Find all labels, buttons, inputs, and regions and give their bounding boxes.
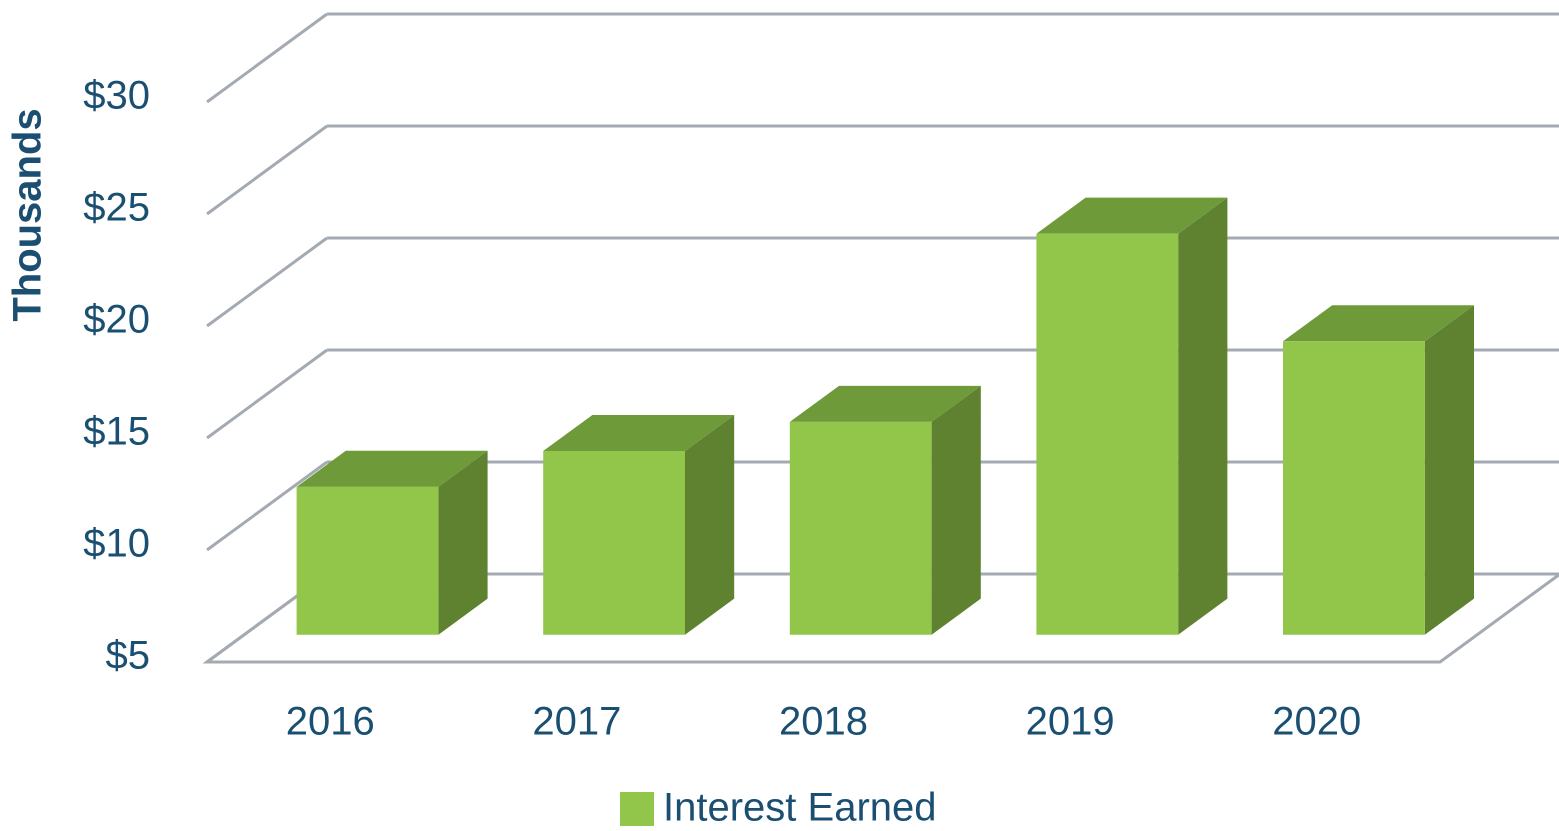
bar-side: [931, 385, 981, 635]
legend-swatch: [620, 792, 654, 826]
bar: [789, 385, 981, 635]
grid-line: [206, 348, 328, 440]
bar: [296, 450, 488, 635]
y-tick-label: $25: [83, 186, 150, 230]
y-tick-label: $10: [83, 522, 150, 566]
bar-top: [789, 385, 981, 422]
bar-top: [1283, 305, 1474, 342]
bar-top: [296, 450, 488, 487]
y-tick-label: $30: [83, 74, 150, 118]
bar-side: [1424, 305, 1474, 635]
x-tick-label: 2018: [779, 700, 868, 744]
bar-front: [789, 421, 932, 635]
x-tick-label: 2020: [1272, 700, 1361, 744]
y-tick-label: $20: [83, 298, 150, 342]
bar-side: [438, 450, 488, 635]
bar-front: [296, 486, 439, 635]
bar-front: [1283, 341, 1425, 635]
grid-line: [206, 460, 328, 552]
x-tick-label: 2017: [532, 700, 621, 744]
grid-line: [206, 124, 328, 216]
grid-line: [206, 12, 328, 104]
bar-front: [1036, 233, 1179, 635]
bar-side: [1178, 197, 1228, 635]
x-tick-label: 2016: [286, 700, 375, 744]
x-tick-label: 2019: [1026, 700, 1115, 744]
y-axis-label: Thousands: [6, 108, 50, 321]
bar-side: [684, 414, 735, 635]
grid-line: [206, 236, 328, 328]
bar: [1036, 197, 1228, 635]
bar-front: [543, 451, 685, 635]
bar-top: [543, 414, 735, 452]
bar: [1283, 305, 1474, 635]
y-tick-label: $5: [106, 634, 151, 678]
y-tick-label: $15: [83, 410, 150, 454]
legend-label: Interest Earned: [663, 786, 937, 830]
bar-top: [1036, 197, 1228, 234]
bar: [543, 414, 735, 635]
